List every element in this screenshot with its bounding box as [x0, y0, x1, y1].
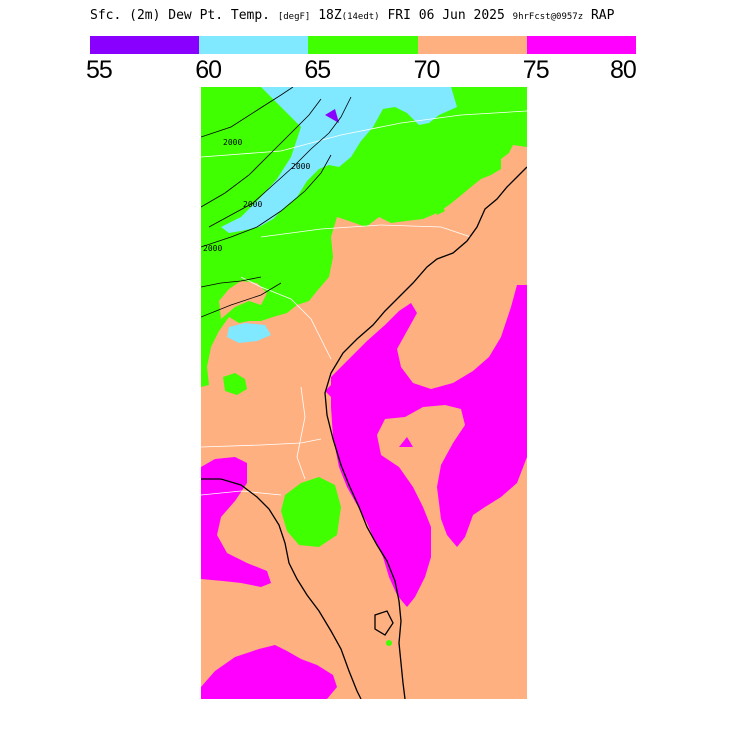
legend-tick-80: 80 — [610, 56, 637, 84]
contour-label-2: 2000 — [291, 162, 310, 171]
contour-line-5 — [201, 276, 262, 288]
contour-label-3: 2000 — [203, 244, 222, 253]
elevation-contours — [201, 87, 352, 318]
border-line-5 — [296, 386, 306, 480]
legend-swatch-3 — [417, 36, 527, 54]
dewpoint-band-65-70-dot — [386, 640, 392, 646]
contour-line-6 — [201, 282, 282, 318]
title-fcst: 9hrFcst@0957z — [512, 12, 584, 22]
legend-tick-60: 60 — [195, 56, 222, 84]
contour-line-1 — [201, 87, 294, 138]
border-line-6 — [201, 490, 282, 496]
color-legend-bar — [90, 36, 637, 54]
color-legend-labels: 55 60 65 70 75 80 — [86, 56, 637, 90]
gulf-coastline — [201, 478, 362, 699]
legend-tick-65: 65 — [304, 56, 331, 84]
contour-line-2 — [201, 98, 322, 208]
dewpoint-band-60-65 — [221, 87, 457, 233]
legend-swatch-1 — [199, 36, 309, 54]
title-model: RAP — [590, 8, 615, 23]
contour-label-4: 2000 — [243, 200, 262, 209]
legend-tick-55: 55 — [86, 56, 113, 84]
dewpoint-band-65-70-north — [201, 87, 527, 387]
dewpoint-band-75-80-atlantic — [331, 285, 527, 607]
title-date: FRI 06 Jun 2025 — [387, 8, 505, 23]
contour-line-3 — [208, 96, 352, 228]
title-units: [degF] — [277, 12, 311, 22]
dewpoint-band-65-70-florida — [281, 477, 341, 547]
contour-label-1: 2000 — [223, 138, 242, 147]
title-local: (14edt) — [341, 12, 380, 22]
dewpoint-band-75-80-west — [201, 457, 271, 587]
legend-swatch-0 — [90, 36, 200, 54]
chart-title: Sfc. (2m) Dew Pt. Temp. [degF] 18Z(14edt… — [90, 8, 650, 28]
dewpoint-band-75-80-south — [201, 645, 337, 699]
title-main: Sfc. (2m) Dew Pt. Temp. — [90, 8, 271, 23]
border-line-1 — [201, 110, 527, 158]
border-line-4 — [201, 438, 322, 448]
legend-tick-75: 75 — [522, 56, 550, 84]
dewpoint-band-75-80-triangle — [399, 437, 413, 447]
coastline — [324, 166, 527, 699]
dewpoint-map: 2000 2000 2000 2000 — [201, 87, 527, 699]
dewpoint-band-65-70-east — [451, 87, 527, 131]
contour-line-4 — [201, 154, 332, 248]
state-borders — [201, 110, 527, 496]
dewpoint-band-65-70-blob1 — [223, 373, 247, 395]
legend-swatch-4 — [526, 36, 637, 54]
lake-okeechobee — [374, 610, 394, 636]
border-line-3 — [240, 276, 332, 360]
legend-tick-70: 70 — [413, 56, 441, 84]
dewpoint-band-65-70-blob2 — [433, 203, 445, 215]
legend-swatch-2 — [308, 36, 418, 54]
dewpoint-band-75-80-sliver — [325, 385, 331, 397]
title-time: 18Z — [318, 8, 342, 23]
dewpoint-band-60-65-patch — [227, 323, 271, 343]
dewpoint-band-55-60 — [325, 109, 339, 123]
border-line-2 — [260, 224, 472, 238]
dewpoint-band-70-75-inset — [219, 281, 267, 319]
